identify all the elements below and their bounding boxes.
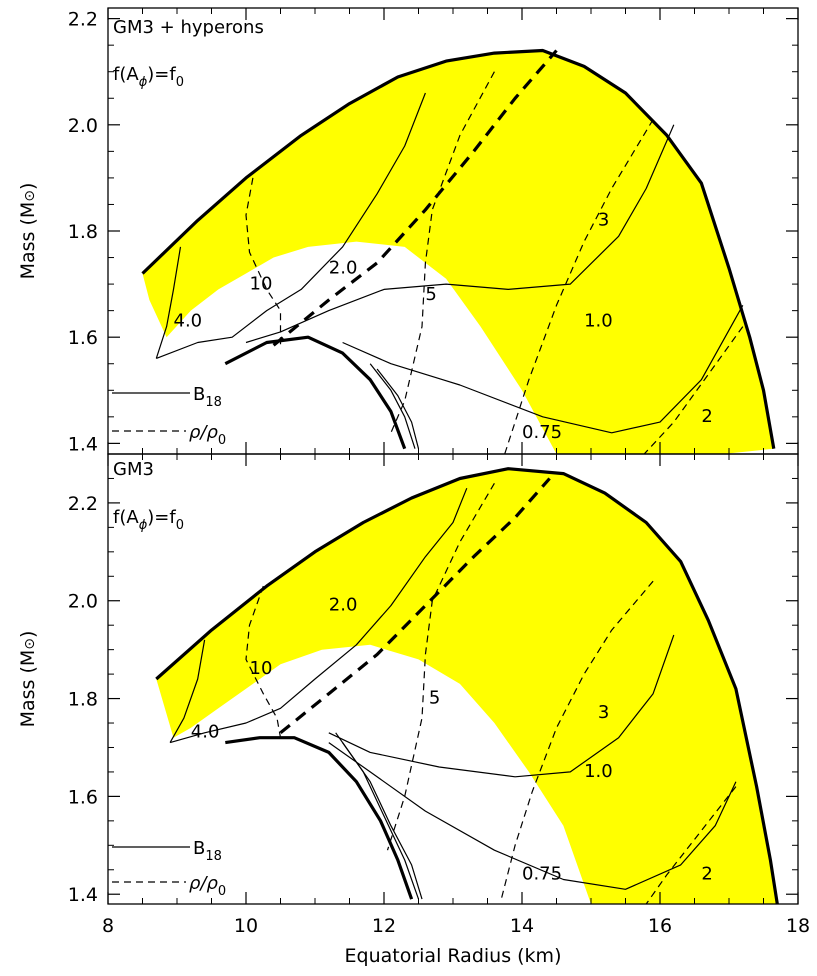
- top-panel: 4.0 10 2.0 5 3 1.0 0.75 2 1.4 1.6 1.8 2.0 2.2 B18 ρ…: [17, 8, 799, 455]
- y-tick-label: 1.8: [68, 689, 98, 711]
- curve-annotation: 3: [598, 210, 609, 231]
- curve-annotation: 0.75: [522, 864, 562, 885]
- bottom-annotations: 4.0 10 2.0 5 3 1.0 0.75 2: [191, 595, 713, 885]
- curve-dashed-12: [643, 326, 744, 454]
- top-annotations: 4.0 10 2.0 5 3 1.0 0.75 2: [174, 210, 713, 443]
- curve-solid-8: [376, 368, 420, 449]
- curve-dashed-12: [645, 786, 737, 904]
- y-tick-label: 1.6: [68, 786, 98, 808]
- top-y-axis-label: Mass (M⊙): [17, 183, 39, 280]
- curve-dashed-9: [245, 585, 282, 738]
- curve-thick-solid-0: [141, 48, 776, 449]
- curve-solid-6: [328, 742, 737, 890]
- curve-solid-5: [245, 124, 675, 344]
- y-tick-label: 1.6: [68, 327, 98, 349]
- y-tick-label: 1.4: [68, 884, 98, 906]
- bottom-legend: B18 ρ/ρ0: [112, 838, 226, 899]
- top-panel-title: GM3 + hyperons: [113, 17, 264, 38]
- bottom-panel-title: GM3: [113, 459, 154, 480]
- curve-thick-dashed-2: [272, 49, 558, 347]
- curve-annotation: 2: [701, 864, 712, 885]
- bottom-y-axis-label: Mass (M⊙): [17, 631, 39, 728]
- curve-solid-4: [156, 92, 426, 359]
- curve-annotation: 1.0: [584, 311, 613, 332]
- curve-annotation: 10: [250, 658, 273, 679]
- curve-thick-dashed-2: [279, 477, 551, 735]
- y-tick-label: 2.0: [68, 115, 98, 137]
- bottom-panel-subtitle: f(Aϕ)=f0: [113, 507, 184, 533]
- curve-solid-5: [328, 634, 675, 778]
- curve-solid-8: [342, 742, 423, 900]
- x-tick-label: 12: [372, 915, 396, 937]
- curve-dashed-11: [504, 119, 654, 454]
- curve-solid-6: [342, 305, 744, 434]
- legend-dashed-label: ρ/ρ0: [189, 873, 226, 899]
- curve-dashed-11: [500, 580, 654, 900]
- x-axis-label: Equatorial Radius (km): [345, 945, 562, 967]
- top-shaded-region: [142, 50, 774, 454]
- shaded-region: [142, 50, 774, 454]
- curve-annotation: 1.0: [584, 761, 613, 782]
- curve-thick-solid-0: [155, 467, 779, 904]
- top-legend: B18 ρ/ρ0: [112, 384, 226, 448]
- legend-dashed-label: ρ/ρ0: [189, 422, 226, 448]
- curve-dashed-10: [390, 71, 495, 434]
- y-tick-label: 2.2: [68, 493, 98, 515]
- curve-annotation: 3: [598, 702, 609, 723]
- curve-solid-4: [169, 487, 468, 744]
- bottom-curves: [155, 467, 779, 904]
- y-tick-label: 2.2: [68, 9, 98, 31]
- top-curves: [141, 48, 776, 454]
- bottom-plot-frame: [107, 453, 799, 905]
- x-tick-label: 18: [786, 915, 810, 937]
- bottom-shaded-region: [156, 468, 778, 904]
- curve-annotation: 2: [701, 406, 712, 427]
- curve-annotation: 4.0: [174, 311, 203, 332]
- bottom-ticks: 1.4 1.6 1.8 2.0 2.2 8 10 12 14 16 18: [68, 453, 810, 937]
- legend-solid-label: B18: [193, 838, 222, 864]
- curve-solid-3: [155, 246, 182, 359]
- legend-solid-label: B18: [193, 384, 222, 410]
- curve-annotation: 2.0: [329, 595, 358, 616]
- curve-annotation: 4.0: [191, 722, 220, 743]
- x-tick-label: 16: [648, 915, 672, 937]
- x-tick-label: 8: [102, 915, 114, 937]
- x-tick-label: 10: [234, 915, 258, 937]
- curve-thick-solid-1: [224, 335, 407, 450]
- curve-thick-solid-1: [225, 736, 414, 900]
- y-tick-label: 1.8: [68, 221, 98, 243]
- curve-annotation: 10: [250, 273, 273, 294]
- x-tick-label: 14: [510, 915, 534, 937]
- curve-solid-3: [169, 639, 206, 743]
- curve-annotation: 2.0: [329, 258, 358, 279]
- top-panel-subtitle: f(Aϕ)=f0: [113, 64, 184, 90]
- curve-annotation: 0.75: [522, 422, 562, 443]
- y-tick-label: 2.0: [68, 591, 98, 613]
- shaded-region: [156, 468, 778, 904]
- curve-annotation: 5: [429, 688, 440, 709]
- curve-solid-7: [369, 363, 416, 449]
- y-tick-label: 1.4: [68, 433, 98, 455]
- curve-dashed-9: [245, 177, 282, 348]
- curve-annotation: 5: [425, 284, 436, 305]
